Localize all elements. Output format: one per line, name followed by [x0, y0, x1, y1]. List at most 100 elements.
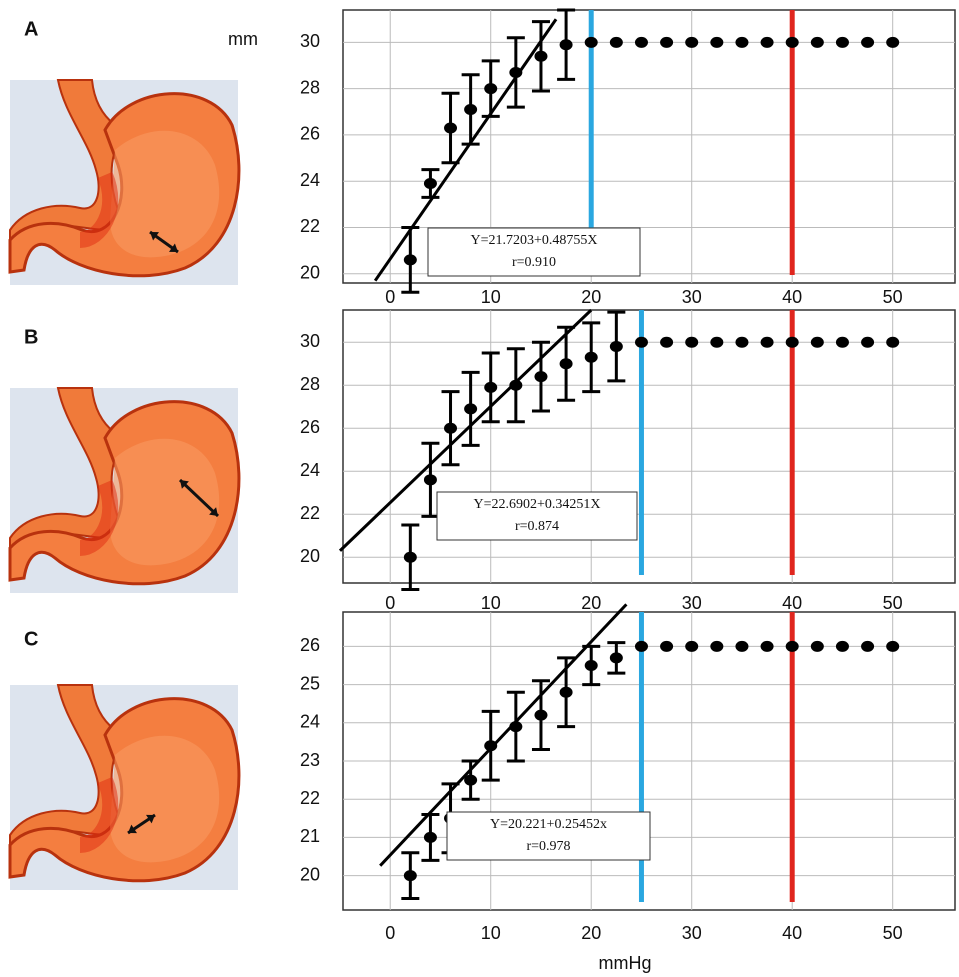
data-point: [660, 37, 673, 48]
x-tick-label: 40: [782, 923, 802, 943]
data-point: [811, 337, 824, 348]
data-point: [861, 37, 874, 48]
data-point: [424, 474, 437, 485]
y-tick-label: 20: [300, 546, 320, 566]
data-point: [560, 358, 573, 369]
x-tick-label: 0: [385, 923, 395, 943]
panel-letter: B: [24, 326, 38, 348]
data-point: [635, 37, 648, 48]
data-point: [404, 552, 417, 563]
stomach-illustration: [10, 685, 239, 890]
y-tick-label: 30: [300, 31, 320, 51]
x-tick-label: 20: [581, 287, 601, 307]
x-tick-label: 30: [682, 923, 702, 943]
figure: A01020304050202224262830Y=21.7203+0.4875…: [0, 0, 959, 977]
data-point: [404, 870, 417, 881]
y-tick-label: 26: [300, 124, 320, 144]
plot-area: [343, 310, 955, 583]
y-tick-label: 22: [300, 788, 320, 808]
data-point: [464, 403, 477, 414]
data-point: [424, 178, 437, 189]
data-point: [610, 37, 623, 48]
y-tick-label: 20: [300, 864, 320, 884]
data-point: [509, 67, 522, 78]
data-point: [560, 687, 573, 698]
y-tick-label: 24: [300, 460, 320, 480]
data-point: [424, 832, 437, 843]
data-point: [585, 352, 598, 363]
stomach-illustration: [10, 388, 239, 593]
page: A01020304050202224262830Y=21.7203+0.4875…: [0, 0, 959, 977]
panel-letter: A: [24, 18, 38, 40]
data-point: [404, 254, 417, 265]
data-point: [610, 341, 623, 352]
data-point: [811, 37, 824, 48]
equation-text: r=0.910: [512, 255, 556, 270]
data-point: [710, 337, 723, 348]
equation-text: Y=20.221+0.25452x: [490, 817, 607, 832]
x-tick-label: 10: [481, 593, 501, 613]
x-tick-label: 0: [385, 593, 395, 613]
x-tick-label: 50: [883, 593, 903, 613]
data-point: [761, 337, 774, 348]
panel-letter: C: [24, 628, 38, 650]
x-tick-label: 20: [581, 923, 601, 943]
data-point: [585, 37, 598, 48]
y-tick-label: 20: [300, 262, 320, 282]
data-point: [886, 37, 899, 48]
data-point: [786, 337, 799, 348]
y-tick-label: 24: [300, 170, 320, 190]
data-point: [464, 775, 477, 786]
data-point: [786, 37, 799, 48]
data-point: [660, 337, 673, 348]
x-tick-label: 20: [581, 593, 601, 613]
x-tick-label: 0: [385, 287, 395, 307]
equation-text: Y=22.6902+0.34251X: [473, 497, 600, 512]
data-point: [735, 37, 748, 48]
data-point: [761, 37, 774, 48]
x-tick-label: 30: [682, 287, 702, 307]
data-point: [660, 641, 673, 652]
data-point: [534, 710, 547, 721]
y-tick-label: 26: [300, 417, 320, 437]
data-point: [861, 641, 874, 652]
data-point: [836, 37, 849, 48]
data-point: [710, 641, 723, 652]
data-point: [685, 641, 698, 652]
stomach: [10, 685, 239, 890]
y-tick-label: 23: [300, 750, 320, 770]
data-point: [836, 641, 849, 652]
y-tick-label: 24: [300, 712, 320, 732]
equation-text: r=0.874: [515, 519, 559, 534]
y-tick-label: 21: [300, 826, 320, 846]
data-point: [484, 83, 497, 94]
data-point: [886, 641, 899, 652]
data-point: [710, 37, 723, 48]
y-tick-label: 30: [300, 331, 320, 351]
stomach-illustration: [10, 80, 239, 285]
y-tick-label: 28: [300, 77, 320, 97]
y-tick-label: 25: [300, 673, 320, 693]
x-tick-label: 40: [782, 593, 802, 613]
y-tick-label: 22: [300, 503, 320, 523]
data-point: [786, 641, 799, 652]
y-tick-label: 28: [300, 374, 320, 394]
x-tick-label: 40: [782, 287, 802, 307]
equation-text: r=0.978: [526, 839, 570, 854]
data-point: [761, 641, 774, 652]
data-point: [886, 337, 899, 348]
data-point: [444, 423, 457, 434]
x-tick-label: 50: [883, 923, 903, 943]
data-point: [509, 721, 522, 732]
data-point: [685, 37, 698, 48]
data-point: [610, 652, 623, 663]
data-point: [635, 641, 648, 652]
data-point: [836, 337, 849, 348]
x-tick-label: 10: [481, 287, 501, 307]
x-tick-label: 10: [481, 923, 501, 943]
data-point: [735, 337, 748, 348]
x-axis-label: mmHg: [599, 953, 652, 973]
data-point: [735, 641, 748, 652]
data-point: [585, 660, 598, 671]
y-axis-label: mm: [228, 29, 258, 49]
